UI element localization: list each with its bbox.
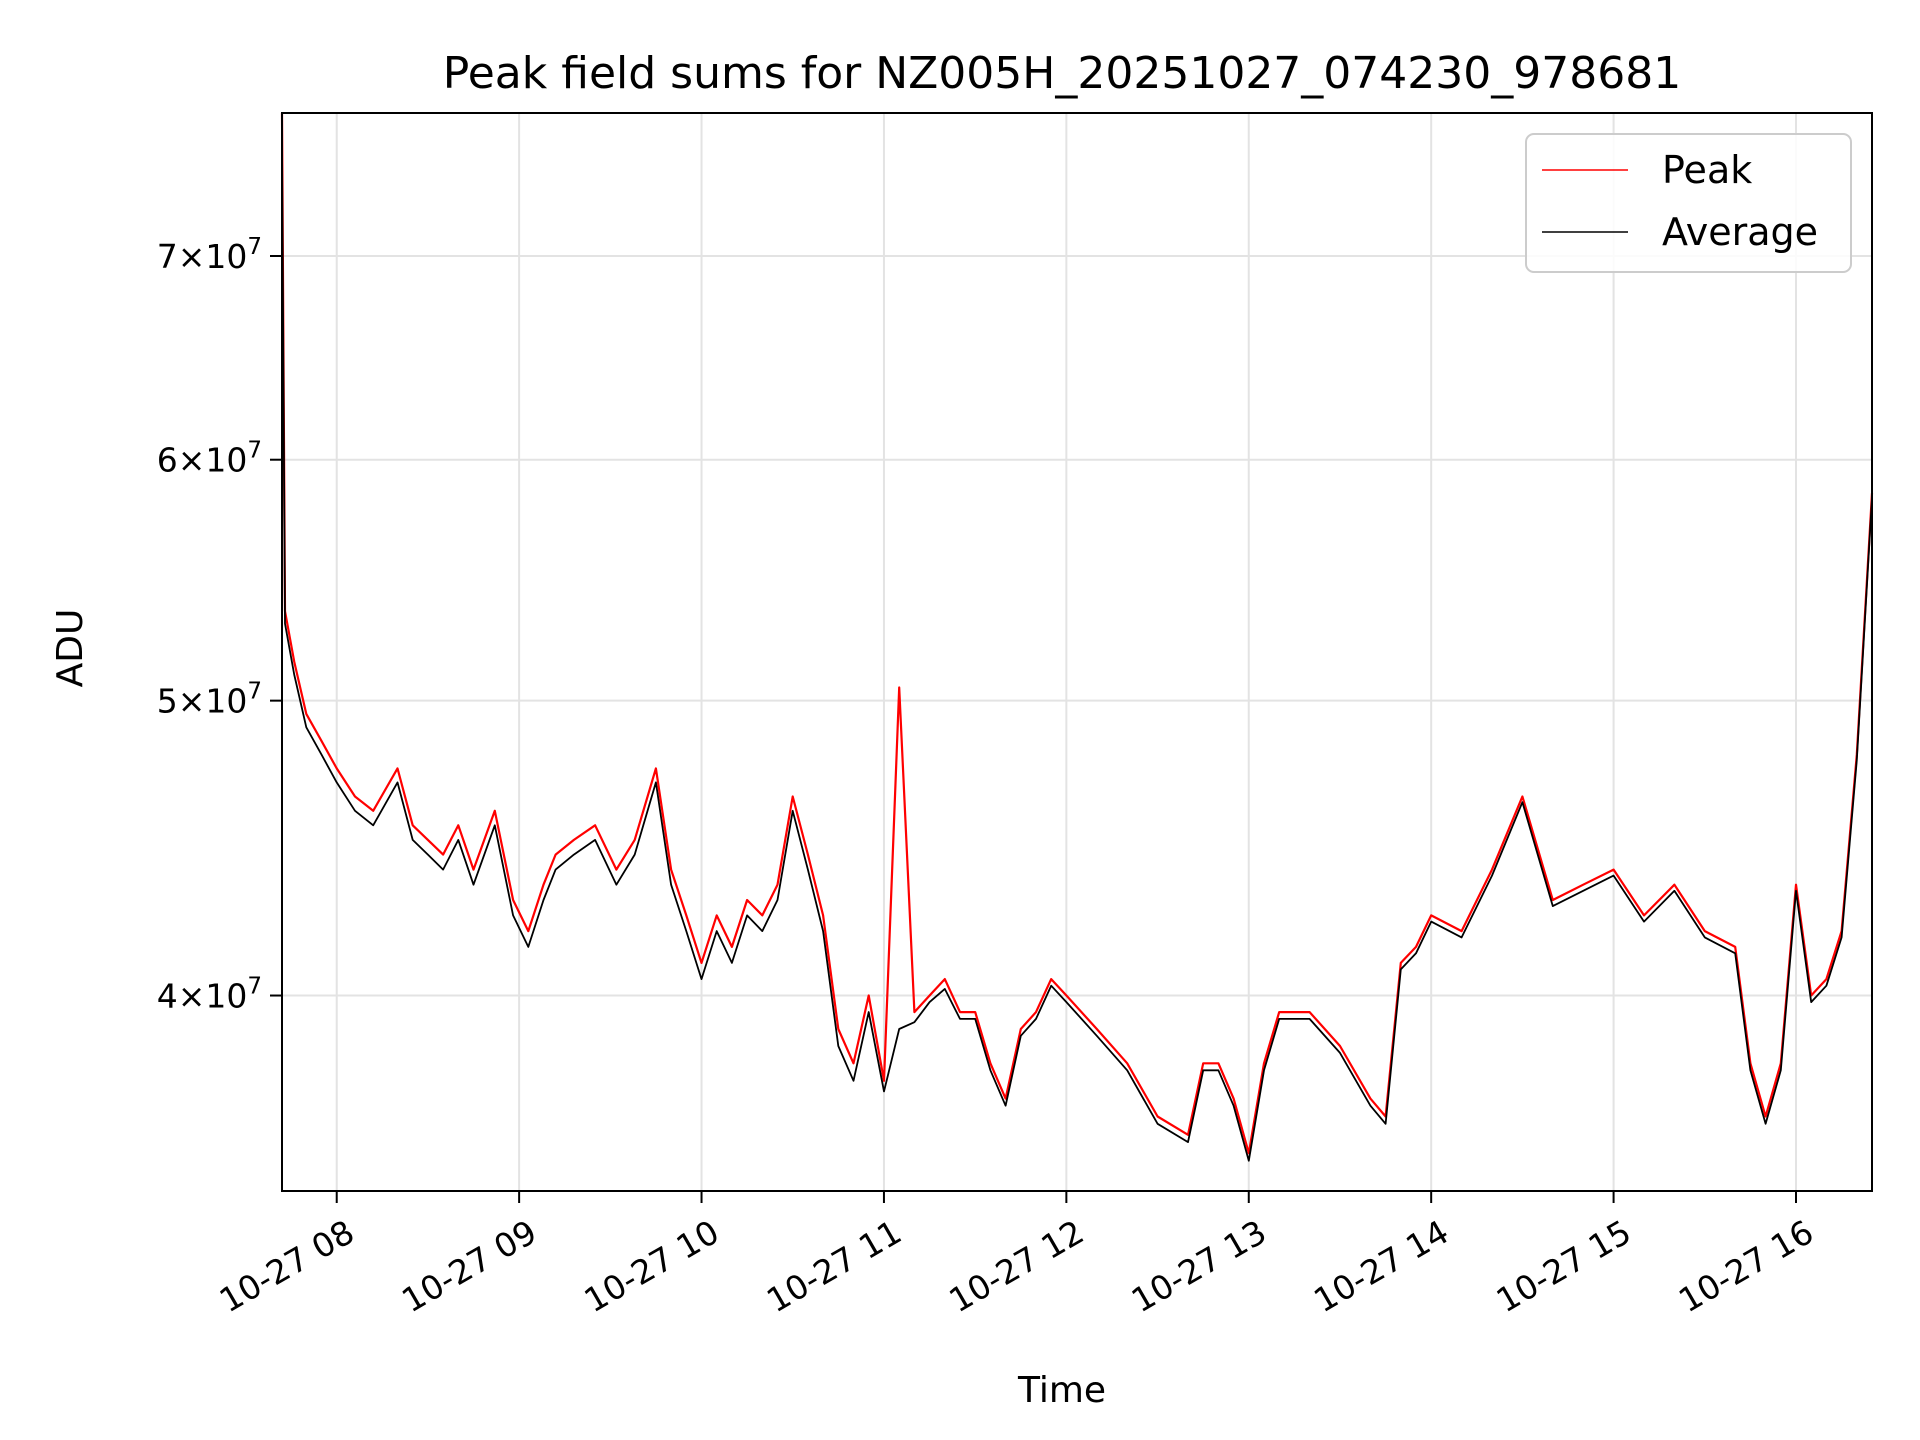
y-tick-label: 7×107: [157, 234, 262, 276]
y-tick-label: 4×107: [157, 974, 262, 1016]
y-tick-label: 5×107: [157, 679, 262, 721]
legend-box: [1525, 133, 1852, 273]
x-axis-label: Time: [1017, 1370, 1106, 1411]
series-line-peak: [280, 112, 1874, 1155]
series-line-average: [281, 147, 1873, 1162]
plot-frame: [281, 112, 1873, 1192]
legend-label-peak: Peak: [1662, 148, 1752, 192]
chart-title: Peak field sums for NZ005H_20251027_0742…: [443, 48, 1681, 99]
legend-label-average: Average: [1662, 210, 1818, 254]
y-tick-label: 6×107: [157, 438, 262, 480]
legend: Peak Average: [1525, 133, 1852, 273]
y-axis: 4×107 5×107 6×107 7×107: [157, 234, 282, 1016]
grid-lines: [282, 113, 1872, 1191]
y-axis-label: ADU: [50, 609, 91, 688]
plot-series: [280, 112, 1874, 1162]
